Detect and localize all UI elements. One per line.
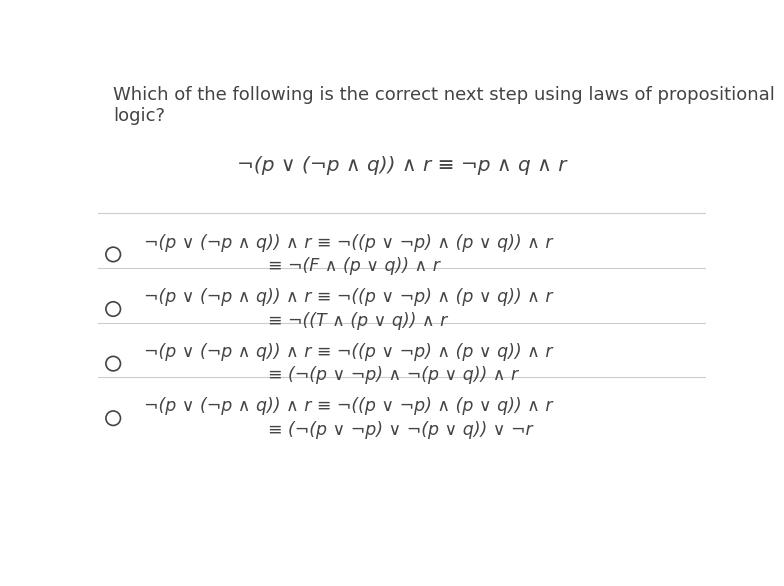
Text: Which of the following is the correct next step using laws of propositional
logi: Which of the following is the correct ne… bbox=[113, 86, 775, 125]
Text: ¬(p ∨ (¬p ∧ q)) ∧ r ≡ ¬((p ∨ ¬p) ∧ (p ∨ q)) ∧ r: ¬(p ∨ (¬p ∧ q)) ∧ r ≡ ¬((p ∨ ¬p) ∧ (p ∨ … bbox=[143, 343, 552, 361]
Text: ≡ (¬(p ∨ ¬p) ∨ ¬(p ∨ q)) ∨ ¬r: ≡ (¬(p ∨ ¬p) ∨ ¬(p ∨ q)) ∨ ¬r bbox=[268, 421, 533, 439]
Text: ≡ (¬(p ∨ ¬p) ∧ ¬(p ∨ q)) ∧ r: ≡ (¬(p ∨ ¬p) ∧ ¬(p ∨ q)) ∧ r bbox=[268, 366, 518, 384]
Text: ≡ ¬((T ∧ (p ∨ q)) ∧ r: ≡ ¬((T ∧ (p ∨ q)) ∧ r bbox=[268, 312, 448, 330]
Text: ¬(p ∨ (¬p ∧ q)) ∧ r ≡ ¬((p ∨ ¬p) ∧ (p ∨ q)) ∧ r: ¬(p ∨ (¬p ∧ q)) ∧ r ≡ ¬((p ∨ ¬p) ∧ (p ∨ … bbox=[143, 397, 552, 415]
Text: ¬(p ∨ (¬p ∧ q)) ∧ r ≡ ¬((p ∨ ¬p) ∧ (p ∨ q)) ∧ r: ¬(p ∨ (¬p ∧ q)) ∧ r ≡ ¬((p ∨ ¬p) ∧ (p ∨ … bbox=[143, 288, 552, 306]
Text: ¬(p ∨ (¬p ∧ q)) ∧ r ≡ ¬p ∧ q ∧ r: ¬(p ∨ (¬p ∧ q)) ∧ r ≡ ¬p ∧ q ∧ r bbox=[237, 155, 567, 175]
Text: ≡ ¬(F ∧ (p ∨ q)) ∧ r: ≡ ¬(F ∧ (p ∨ q)) ∧ r bbox=[268, 257, 440, 275]
Text: ¬(p ∨ (¬p ∧ q)) ∧ r ≡ ¬((p ∨ ¬p) ∧ (p ∨ q)) ∧ r: ¬(p ∨ (¬p ∧ q)) ∧ r ≡ ¬((p ∨ ¬p) ∧ (p ∨ … bbox=[143, 234, 552, 251]
